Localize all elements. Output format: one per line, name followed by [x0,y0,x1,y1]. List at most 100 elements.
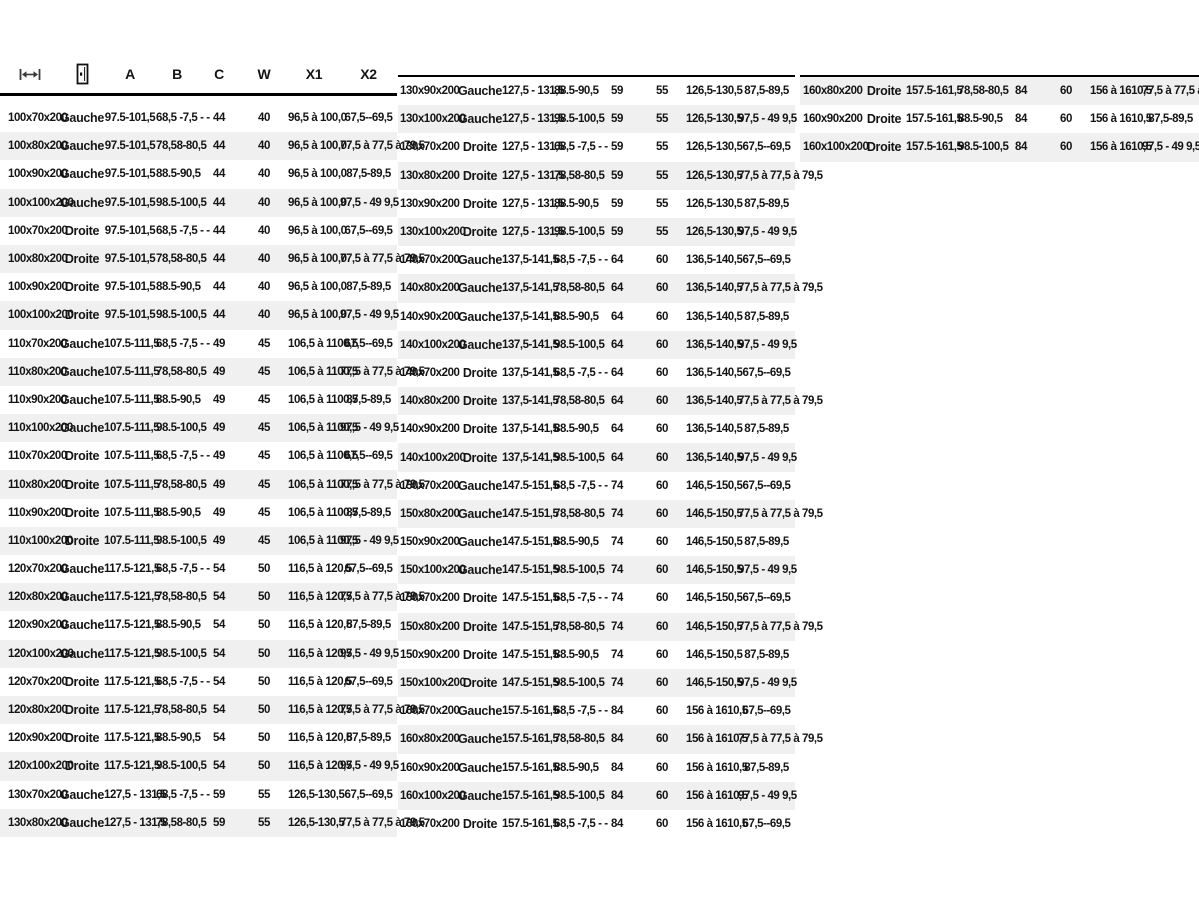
cell-size: 150x80x200 [400,620,460,633]
cell-x2: 97,5 - 49 9,5 [340,760,399,773]
cell-a: 147.5-151,5 [502,564,559,577]
table-row: 120x90x200 Droite 117.5-121,5 88.5-90,5 54 50… [0,724,397,752]
cell-size: 140x80x200 [400,282,460,295]
cell-b: 98.5-100,5 [554,338,605,351]
cell-x2: 87,5-89,5 [744,536,789,549]
cell-b: 88.5-90,5 [156,506,201,519]
cell-b: 78,58-80,5 [554,620,605,633]
cell-a: 127,5 - 131,5 [502,197,564,210]
cell-b: 88.5-90,5 [156,281,201,294]
cell-c: 44 [213,112,225,125]
cell-side: Droite [462,168,498,183]
cell-c: 84 [611,705,623,718]
cell-c: 59 [611,226,623,239]
cell-size: 100x80x200 [8,140,68,153]
cell-x2: 67,5--69,5 [742,817,791,830]
cell-w: 50 [258,647,270,660]
cell-side: Droite [866,84,902,99]
cell-size: 150x90x200 [400,536,460,549]
cell-x1: 126,5-130,5 [686,113,743,126]
cell-x2: 87,5-89,5 [346,619,391,632]
cell-c: 84 [1015,113,1027,126]
cell-a: 117.5-121,5 [104,563,160,576]
cell-x2: 97,5 - 49 9,5 [1142,141,1199,154]
header-label-c: C [214,66,224,82]
cell-size: 140x90x200 [400,423,460,436]
cell-side: Droite [462,140,498,155]
table-row: 150x80x200 Droite 147.5-151,5 78,58-80,5 74 6… [398,612,823,641]
cell-a: 147.5-151,5 [502,648,559,661]
cell-size: 110x100x200 [8,422,73,435]
cell-x1: 116,5 à 120,5 [288,704,352,717]
cell-c: 59 [213,816,225,829]
cell-c: 59 [611,197,623,210]
cell-b: 98.5-100,5 [156,422,207,435]
cell-size: 110x90x200 [8,393,67,406]
cell-x2: 67,5--69,5 [742,141,791,154]
cell-a: 107.5-111,5 [104,478,160,491]
table-header: A B C W X1 X2 [0,55,397,96]
cell-x2: 77,5 à 77,5 à 79,5 [738,282,823,295]
cell-b: 78,58-80,5 [554,395,605,408]
cell-c: 54 [213,760,225,773]
cell-x2: 67,5--69,5 [344,563,393,576]
cell-side: Droite [462,225,498,240]
table-row: 160x70x200 Droite 157.5-161,5 68,5 -7,5 - -… [398,810,795,838]
table-row: 150x100x200 Droite 147.5-151,5 98.5-100,5 74… [398,668,797,698]
cell-b: 68,5 -7,5 - - [554,592,608,605]
table-row: 160x100x200 Droite 157.5-161,5 98.5-100,5 84… [800,133,1199,162]
cell-a: 137,5-141,5 [502,423,559,436]
cell-b: 78,58-80,5 [958,85,1009,98]
cell-c: 64 [611,338,623,351]
cell-b: 68,5 -7,5 - - [156,112,210,125]
cell-w: 50 [258,591,270,604]
cell-x1: 146,5-150,5 [686,620,743,633]
cell-a: 97.5-101,5 [104,140,156,153]
cell-w: 55 [656,169,668,182]
cell-w: 45 [258,534,270,547]
cell-side: Droite [64,731,100,746]
table-row: 140x100x200 Gauche 137,5-141,5 98.5-100,5 64… [398,330,797,359]
cell-a: 107.5-111,5 [104,393,160,406]
cell-x2: 97,5 - 49 9,5 [738,451,797,464]
cell-x2: 77,5 à 77,5 à 79,5 [738,733,823,746]
cell-w: 60 [656,705,668,718]
cell-x1: 106,5 à 1100,5 [288,534,358,547]
table-row: 100x80x200 Droite 97.5-101,5 78,58-80,5 44 40… [0,244,425,274]
cell-b: 68,5 -7,5 - - [156,788,210,801]
cell-x2: 67,5--69,5 [742,592,791,605]
cell-x2: 97,5 - 49 9,5 [738,677,797,690]
cell-w: 60 [656,564,668,577]
table-row: 100x70x200 Droite 97.5-101,5 68,5 -7,5 - -4… [0,217,397,245]
cell-side: Gauche [60,111,105,126]
table-row: 160x80x200 Droite 157.5-161,5 78,58-80,5 84 6… [800,77,1199,106]
cell-w: 50 [258,732,270,745]
cell-x2: 97,5 - 49 9,5 [340,309,399,322]
cell-a: 107.5-111,5 [104,365,160,378]
cell-side: Gauche [60,364,105,379]
cell-w: 55 [258,788,270,801]
table-row: 130x90x200 Gauche 127,5 - 131,5 88.5-90,5 59… [398,77,795,105]
cell-a: 157.5-161,5 [906,85,963,98]
cell-c: 64 [611,282,623,295]
cell-x2: 87,5-89,5 [346,393,391,406]
cell-a: 107.5-111,5 [104,534,160,547]
cell-b: 98.5-100,5 [156,647,207,660]
cell-size: 140x100x200 [400,338,466,351]
rows-right: 160x80x200 Droite 157.5-161,5 78,58-80,5 84 6… [800,77,1199,162]
header-label-b: B [172,66,182,82]
cell-x2: 97,5 - 49 9,5 [340,647,399,660]
cell-w: 60 [1060,113,1072,126]
cell-size: 130x90x200 [400,85,460,98]
cell-b: 98.5-100,5 [554,677,605,690]
cell-a: 97.5-101,5 [104,281,156,294]
table-row: 130x80x200 Gauche 127,5 - 131,5 78,58-80,5 5… [0,808,425,837]
cell-b: 68,5 -7,5 - - [156,337,210,350]
cell-c: 54 [213,563,225,576]
cell-b: 68,5 -7,5 - - [554,479,608,492]
cell-a: 97.5-101,5 [104,309,156,322]
cell-x1: 136,5-140,5 [686,338,743,351]
cell-w: 40 [258,168,270,181]
cell-w: 60 [656,310,668,323]
cell-w: 50 [258,563,270,576]
